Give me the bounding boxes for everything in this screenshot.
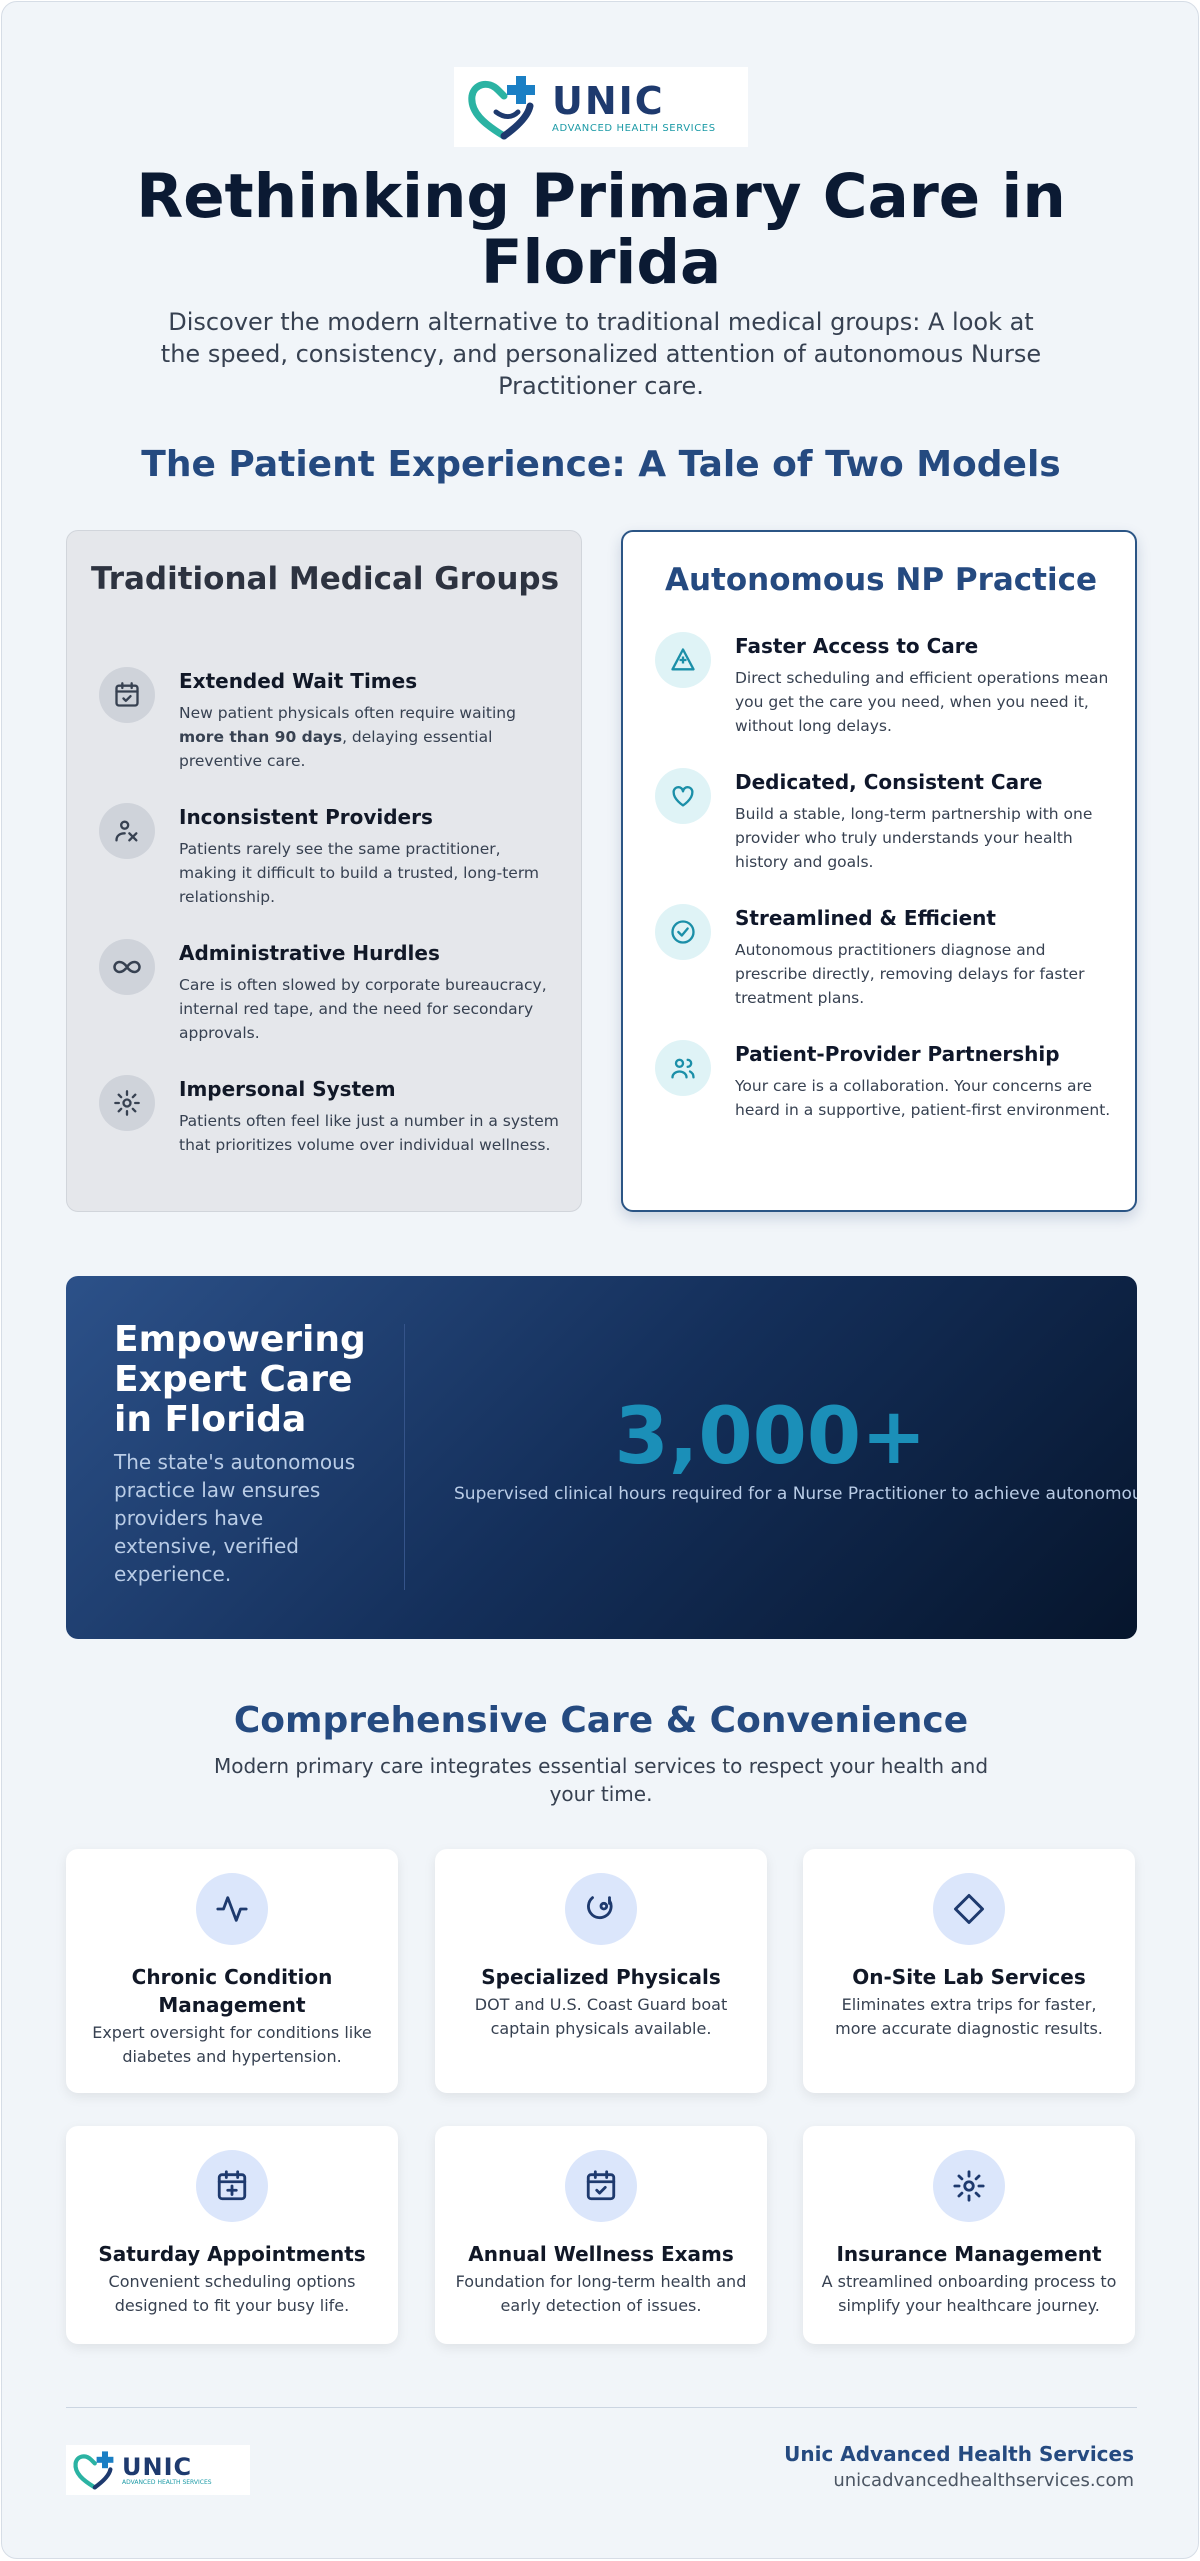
service-title: Chronic Condition Management	[131, 1965, 333, 2017]
service-title: Insurance Management	[836, 2242, 1102, 2266]
page-subtitle: Discover the modern alternative to tradi…	[160, 308, 1042, 400]
gear-icon	[933, 2150, 1005, 2222]
item-emphasis: more than 90 days	[179, 728, 343, 746]
service-description: Convenient scheduling options designed t…	[108, 2272, 356, 2315]
calendar-check-icon	[99, 667, 155, 723]
stat-label: Supervised clinical hours required for a…	[454, 1484, 1137, 1504]
service-card: On-Site Lab Services Eliminates extra tr…	[803, 1849, 1135, 2093]
service-title: Specialized Physicals	[481, 1965, 721, 1989]
item-title: Inconsistent Providers	[179, 805, 433, 829]
page-title: Rethinking Primary Care in Florida	[136, 161, 1066, 298]
np-item: Dedicated, Consistent Care Build a stabl…	[655, 768, 1115, 888]
service-description: Eliminates extra trips for faster, more …	[835, 1995, 1103, 2038]
stat-number: 3,000+	[614, 1392, 927, 1482]
traditional-item: Extended Wait Times New patient physical…	[99, 667, 559, 787]
item-description: Direct scheduling and efficient operatio…	[735, 669, 1109, 735]
service-description: A streamlined onboarding process to simp…	[821, 2272, 1117, 2315]
np-item: Faster Access to Care Direct scheduling …	[655, 632, 1115, 752]
item-description: Autonomous practitioners diagnose and pr…	[735, 941, 1085, 1007]
item-description: Patients rarely see the same practitione…	[179, 840, 540, 906]
service-card: Chronic Condition Management Expert over…	[66, 1849, 398, 2093]
banner-text: The state's autonomous practice law ensu…	[114, 1450, 356, 1586]
footer-website-link[interactable]: unicadvancedhealthservices.com	[833, 2470, 1134, 2491]
stethoscope-icon	[565, 1873, 637, 1945]
service-title: Saturday Appointments	[98, 2242, 366, 2266]
banner-title: Empowering Expert Care in Florida	[114, 1319, 366, 1440]
service-card: Annual Wellness Exams Foundation for lon…	[435, 2126, 767, 2344]
activity-icon	[196, 1873, 268, 1945]
item-description: Build a stable, long-term partnership wi…	[735, 805, 1093, 871]
footer-logo: UNIC ADVANCED HEALTH SERVICES	[66, 2445, 250, 2495]
traditional-item: Administrative Hurdles Care is often slo…	[99, 939, 559, 1059]
item-title: Administrative Hurdles	[179, 941, 440, 965]
diamond-icon	[933, 1873, 1005, 1945]
service-card: Insurance Management A streamlined onboa…	[803, 2126, 1135, 2344]
calendar-plus-icon	[196, 2150, 268, 2222]
np-card-heading: Autonomous NP Practice	[664, 562, 1098, 598]
service-card: Specialized Physicals DOT and U.S. Coast…	[435, 1849, 767, 2093]
comparison-section-title: The Patient Experience: A Tale of Two Mo…	[141, 444, 1061, 485]
service-description: DOT and U.S. Coast Guard boat captain ph…	[474, 1995, 728, 2038]
service-title: Annual Wellness Exams	[468, 2242, 734, 2266]
logo-tagline: ADVANCED HEALTH SERVICES	[552, 122, 716, 134]
users-icon	[655, 1040, 711, 1096]
item-description: Patients often feel like just a number i…	[179, 1112, 559, 1154]
item-description: New patient physicals often require wait…	[179, 704, 516, 770]
person-rotate-icon	[99, 803, 155, 859]
item-description: Your care is a collaboration. Your conce…	[735, 1077, 1111, 1119]
service-title: On-Site Lab Services	[852, 1965, 1086, 1989]
traditional-item: Impersonal System Patients often feel li…	[99, 1075, 559, 1195]
check-circle-icon	[655, 904, 711, 960]
footer-logo-wordmark: UNIC	[122, 2452, 193, 2481]
item-title: Impersonal System	[179, 1077, 396, 1101]
logo-wordmark: UNIC	[552, 78, 665, 123]
np-item: Streamlined & Efficient Autonomous pract…	[655, 904, 1115, 1024]
item-title: Faster Access to Care	[735, 634, 979, 658]
calendar-check-icon	[565, 2150, 637, 2222]
np-item: Patient-Provider Partnership Your care i…	[655, 1040, 1115, 1160]
item-title: Dedicated, Consistent Care	[735, 770, 1043, 794]
banner-divider	[404, 1324, 405, 1590]
traditional-card-heading: Traditional Medical Groups	[90, 561, 560, 597]
item-title: Patient-Provider Partnership	[735, 1042, 1060, 1066]
services-subtitle: Modern primary care integrates essential…	[213, 1754, 989, 1806]
service-description: Expert oversight for conditions like dia…	[92, 2023, 372, 2066]
service-card: Saturday Appointments Convenient schedul…	[66, 2126, 398, 2344]
item-title: Streamlined & Efficient	[735, 906, 996, 930]
footer-company-name: Unic Advanced Health Services	[784, 2442, 1134, 2466]
heart-icon	[655, 768, 711, 824]
services-section-title: Comprehensive Care & Convenience	[233, 1700, 969, 1741]
expert-care-banner: Empowering Expert Care in Florida The st…	[66, 1276, 1137, 1639]
gear-icon	[99, 1075, 155, 1131]
heart-cross-logo-icon	[468, 76, 535, 140]
item-description: Care is often slowed by corporate bureau…	[179, 976, 547, 1042]
brand-logo: UNIC ADVANCED HEALTH SERVICES	[454, 67, 748, 147]
traditional-groups-card: Traditional Medical Groups Extended Wait…	[66, 530, 582, 1212]
heart-cross-logo-icon	[73, 2451, 114, 2490]
footer-divider	[66, 2407, 1137, 2408]
autonomous-np-card: Autonomous NP Practice Faster Access to …	[621, 530, 1137, 1212]
item-title: Extended Wait Times	[179, 669, 418, 693]
triangle-icon	[655, 632, 711, 688]
traditional-item: Inconsistent Providers Patients rarely s…	[99, 803, 559, 923]
infinity-icon	[99, 939, 155, 995]
footer-logo-tagline: ADVANCED HEALTH SERVICES	[122, 2478, 212, 2486]
service-description: Foundation for long-term health and earl…	[455, 2272, 747, 2315]
